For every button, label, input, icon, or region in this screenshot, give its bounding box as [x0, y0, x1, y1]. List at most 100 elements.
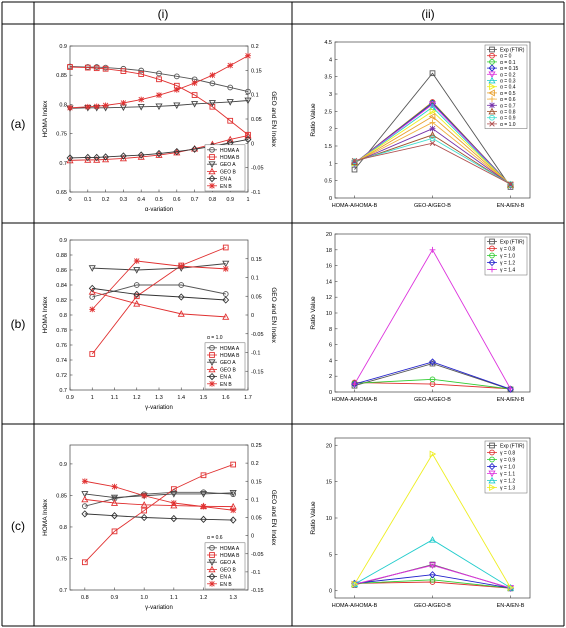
- series-line: [354, 382, 511, 390]
- y-tick-label: 0.9: [59, 44, 67, 50]
- legend-item-homa-a: HOMA A: [207, 344, 240, 352]
- y2-tick-label: 0.1: [251, 497, 259, 503]
- series-line: [69, 66, 249, 136]
- legend-item-0-7: α = 0.7: [487, 102, 516, 109]
- legend-item-0-9: γ = 0.9: [487, 456, 515, 464]
- data-point: [229, 516, 237, 524]
- legend-item-exp-ftir: Exp (FTIR): [487, 238, 525, 246]
- data-point: [89, 306, 96, 313]
- data-point: [429, 358, 436, 366]
- data-point: [88, 284, 96, 293]
- y-tick-label: 1.5: [324, 144, 332, 150]
- y-tick-label: 2.5: [324, 109, 332, 115]
- category-label: GEO-A/GEO-B: [414, 397, 451, 403]
- x-axis-label: γ-variation: [145, 605, 173, 611]
- x-tick-label: 0.8: [209, 197, 217, 203]
- legend-label: EN B: [220, 184, 232, 190]
- data-point: [226, 135, 234, 143]
- chart-c-i: 0.8 0.9 1.0 1.1 1.2 1.3 0.7 0.75 0.8 0.85 0.9 -0.15…: [42, 443, 277, 611]
- legend-marker: [489, 83, 496, 91]
- y2-tick-label: 0.15: [251, 257, 262, 263]
- data-point: [506, 584, 515, 591]
- legend-label: EN A: [220, 177, 232, 183]
- legend-marker: [489, 449, 495, 456]
- y-tick-label: 0.9: [59, 462, 67, 468]
- y-tick-label: 15: [326, 480, 332, 486]
- data-point: [120, 68, 127, 74]
- y2-tick-label: -0.05: [251, 332, 264, 338]
- y2-tick-label: -0.05: [251, 552, 264, 558]
- legend-item-geo-a: GEO A: [207, 161, 236, 168]
- x-tick-label: 1.5: [200, 395, 208, 401]
- data-point: [81, 478, 88, 485]
- data-point: [81, 495, 89, 503]
- legend-item-geo-a: GEO A: [207, 559, 236, 566]
- y-tick-label: 20: [326, 232, 332, 238]
- data-point: [191, 101, 199, 108]
- legend-item-geo-a: GEO A: [207, 359, 236, 366]
- x-tick-label: 1.2: [133, 395, 141, 401]
- data-point: [111, 528, 118, 535]
- legend-label: HOMA B: [220, 155, 240, 161]
- series-1-2: [351, 358, 514, 393]
- data-point: [155, 103, 163, 111]
- data-point: [93, 103, 100, 110]
- data-point: [156, 92, 162, 99]
- data-point: [88, 265, 96, 272]
- data-point: [67, 104, 73, 111]
- y2-tick-label: -0.1: [251, 190, 260, 196]
- y-tick-label: 0.78: [56, 328, 67, 334]
- legend-marker: [209, 380, 215, 387]
- y-tick-label: 0.9: [59, 238, 67, 244]
- legend-marker: [489, 442, 495, 449]
- legend-label: GEO A: [220, 560, 236, 566]
- y-tick-label: 4: [329, 57, 332, 63]
- y-tick-label: 6: [329, 343, 332, 349]
- legend-item-0-2: α = 0.2: [487, 71, 516, 78]
- data-point: [141, 492, 148, 499]
- series-line: [92, 291, 226, 318]
- charts-layer: 0 0.1 0.2 0.3 0.4 0.5 0.6 0.7 0.8 0.9 10.650.70.75…: [42, 40, 531, 611]
- legend-marker: [488, 76, 496, 84]
- legend-marker: [208, 572, 216, 581]
- legend-item-1-0: γ = 1.0: [487, 462, 515, 471]
- legend: Exp (FTIR)γ = 0.8γ = 0.9γ = 1.0γ = 1.1γ …: [484, 440, 528, 494]
- legend-item-0-9: α = 0.9: [487, 114, 516, 122]
- data-point: [170, 500, 177, 506]
- series-en-b: [67, 52, 251, 111]
- legend-label: GEO B: [220, 567, 237, 573]
- legend-label: GEO B: [220, 367, 237, 373]
- y-tick-label: 2: [329, 374, 332, 380]
- legend-item-en-b: EN B: [207, 580, 232, 588]
- y2-tick-label: 0.1: [251, 93, 259, 99]
- data-point: [227, 117, 234, 124]
- y2-tick-label: 0.2: [251, 44, 259, 50]
- y2-tick-label: 0: [251, 313, 254, 319]
- y-tick-label: 0.8: [59, 313, 67, 319]
- y2-axis-label: GEO and EN Index: [270, 91, 277, 147]
- data-point: [81, 510, 89, 518]
- legend-label: α = 0: [500, 54, 512, 60]
- series-line: [354, 72, 511, 188]
- data-point: [110, 499, 119, 506]
- legend-label: HOMA A: [220, 546, 240, 552]
- legend-label: α = 0.3: [500, 79, 516, 85]
- y-tick-label: 0.7: [59, 388, 67, 394]
- legend-marker: [489, 46, 495, 53]
- data-point: [177, 293, 185, 301]
- y-tick-label: 3: [329, 92, 332, 98]
- y-axis-label: HOMA Index: [42, 100, 49, 138]
- series-line: [354, 361, 511, 390]
- legend-label: γ = 1.2: [500, 479, 515, 485]
- data-point: [208, 100, 216, 107]
- legend-marker: [488, 107, 496, 115]
- x-tick-label: 0.9: [66, 395, 74, 401]
- legend-label: γ = 1.1: [500, 472, 515, 478]
- data-point: [120, 100, 127, 106]
- series-line: [92, 263, 226, 271]
- data-point: [138, 71, 145, 77]
- series-1-2: [350, 536, 515, 591]
- x-tick-label: 1.1: [111, 395, 119, 401]
